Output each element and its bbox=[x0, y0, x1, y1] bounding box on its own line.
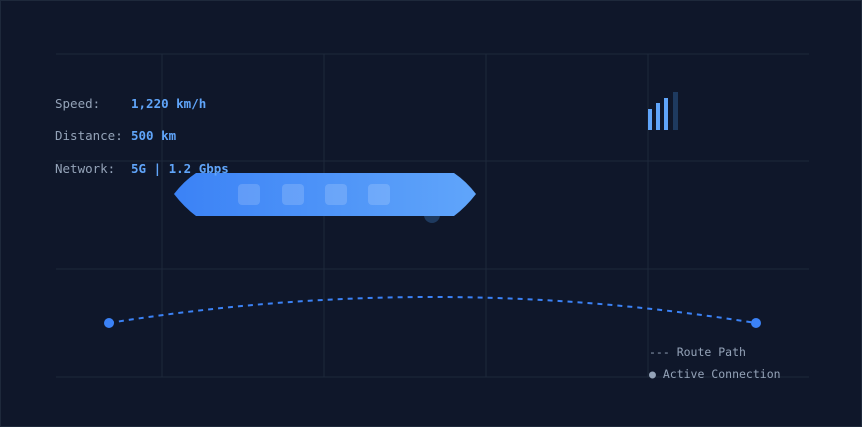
network-value: 5G | 1.2 Gbps bbox=[131, 161, 229, 176]
signal-bar bbox=[648, 109, 652, 130]
legend-route-path: --- Route Path bbox=[649, 345, 746, 359]
stat-network: Network: 5G | 1.2 Gbps bbox=[55, 161, 229, 177]
distance-label: Distance: bbox=[55, 128, 123, 143]
stat-speed: Speed: 1,220 km/h bbox=[55, 96, 206, 112]
route-end-node[interactable] bbox=[751, 318, 761, 328]
signal-bar bbox=[656, 103, 660, 130]
distance-value: 500 km bbox=[131, 128, 177, 143]
speed-value: 1,220 km/h bbox=[131, 96, 207, 111]
pod-body bbox=[174, 173, 476, 216]
signal-strength-icon bbox=[648, 92, 678, 130]
signal-bar bbox=[673, 92, 678, 130]
route-start-node[interactable] bbox=[104, 318, 114, 328]
pod-window bbox=[368, 184, 390, 205]
route-path-line bbox=[108, 296, 757, 324]
pod-window bbox=[282, 184, 304, 205]
hyperloop-pod-icon bbox=[174, 173, 476, 223]
pod-window bbox=[325, 184, 347, 205]
legend-active-connection: ● Active Connection bbox=[649, 367, 781, 381]
pod-window bbox=[238, 184, 260, 205]
network-label: Network: bbox=[55, 161, 116, 176]
speed-label: Speed: bbox=[55, 96, 101, 111]
signal-bar bbox=[664, 98, 668, 130]
stat-distance: Distance: 500 km bbox=[55, 128, 176, 144]
